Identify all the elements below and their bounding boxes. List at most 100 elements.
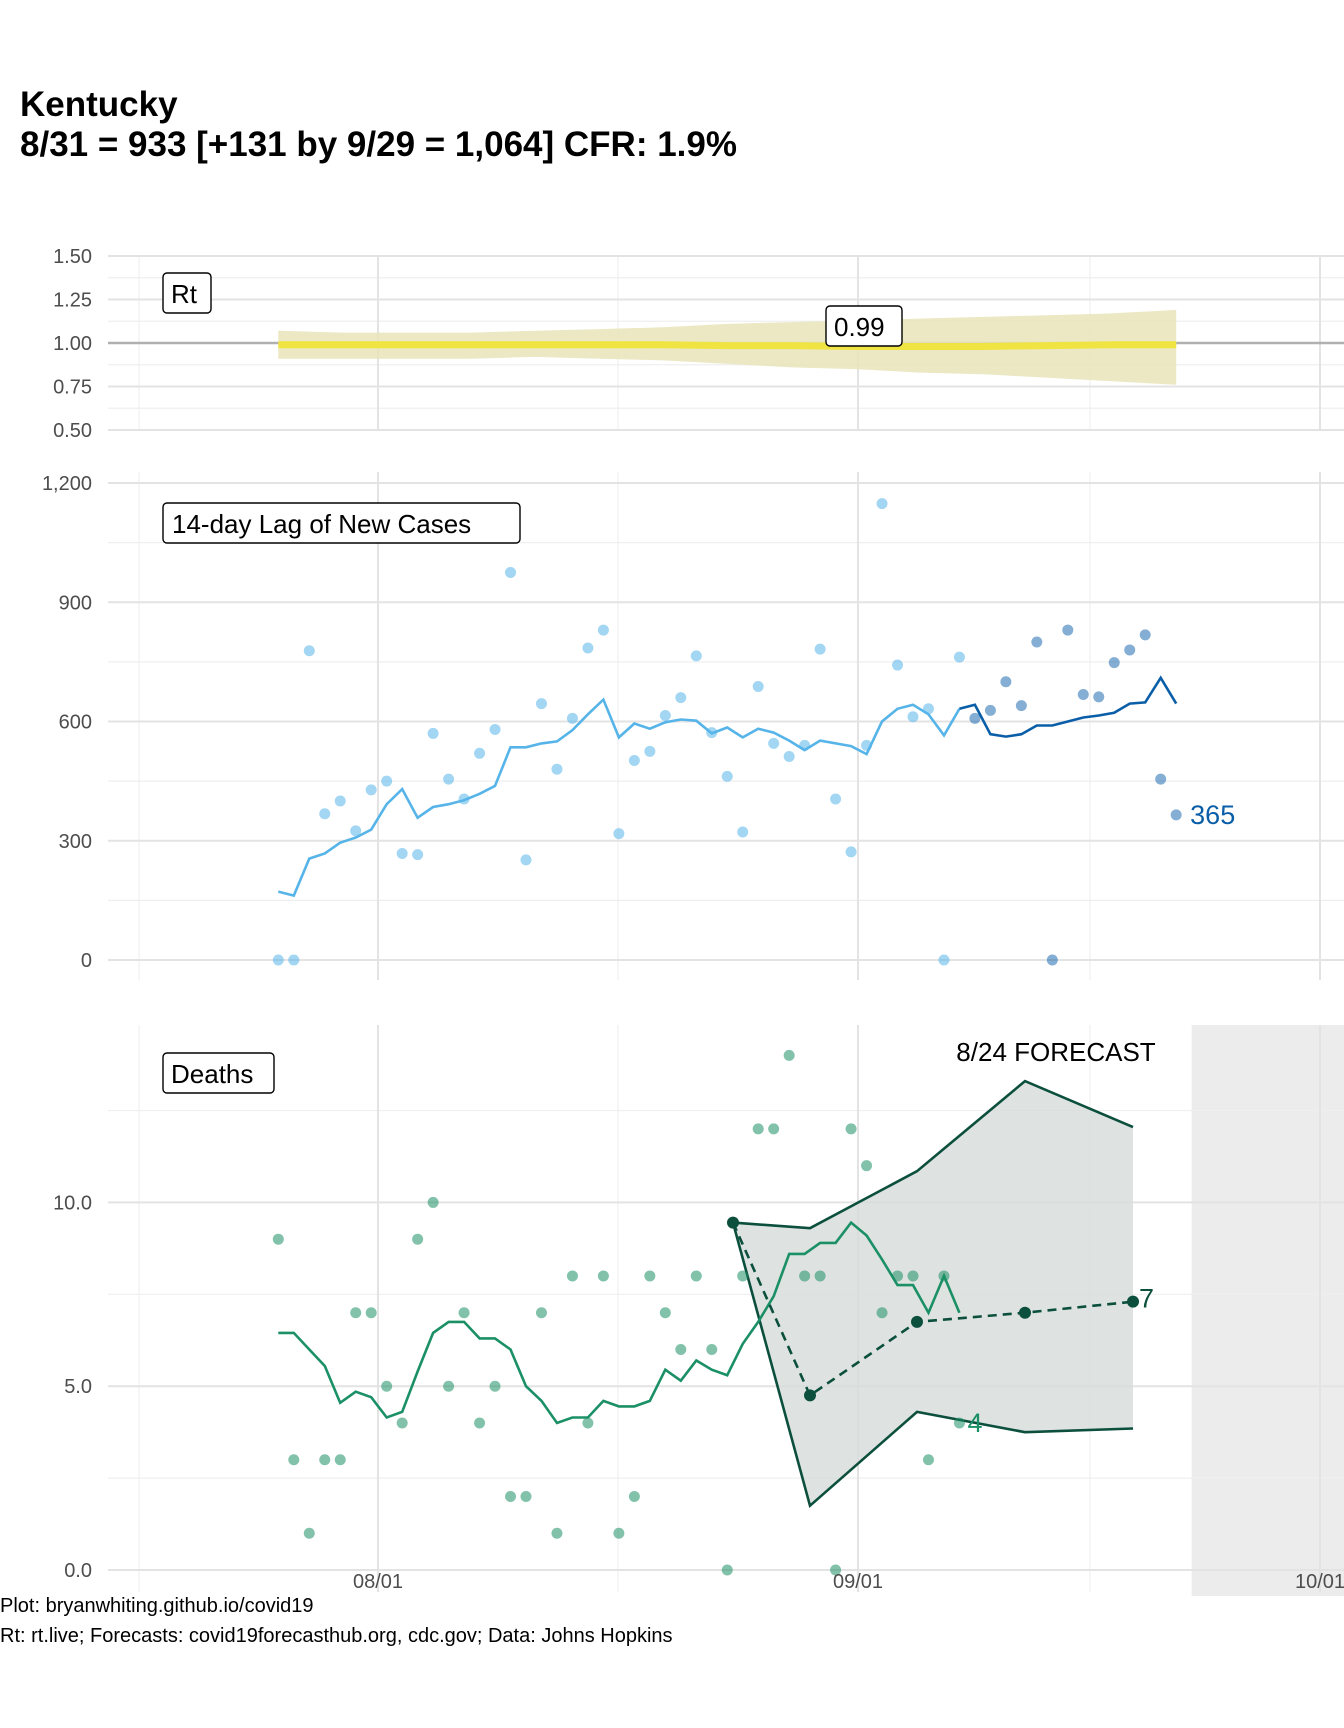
case-point (412, 849, 424, 861)
death-point (783, 1049, 795, 1061)
case-point (814, 643, 826, 655)
death-point (752, 1123, 764, 1135)
rt-panel-label: Rt (162, 272, 212, 314)
case-point (365, 784, 377, 796)
death-point (427, 1196, 439, 1208)
case-point (675, 692, 687, 704)
deaths-points (272, 1049, 965, 1576)
x-axis: 08/01 09/01 10/01 (353, 1571, 1344, 1593)
rt-y-axis: 1.50 1.25 1.00 0.75 0.50 (53, 246, 92, 442)
y-tick-label: 0.75 (53, 377, 92, 399)
chart-title: Kentucky (20, 85, 178, 124)
death-point (706, 1343, 718, 1355)
case-point (721, 770, 733, 782)
x-tick-label: 09/01 (833, 1571, 883, 1593)
case-point (752, 681, 764, 693)
death-point (861, 1160, 873, 1172)
death-point (675, 1343, 687, 1355)
death-point (288, 1454, 300, 1466)
death-point (845, 1123, 857, 1135)
death-point (272, 1233, 284, 1245)
death-point (922, 1454, 934, 1466)
death-point (365, 1307, 377, 1319)
case-point (922, 703, 934, 715)
y-tick-label: 0.50 (53, 420, 92, 442)
case-point (443, 773, 455, 785)
case-point (737, 826, 749, 838)
case-point (1062, 624, 1074, 636)
case-point (768, 737, 780, 749)
case-point (613, 828, 625, 840)
cases-grid (108, 472, 1344, 980)
case-point (799, 739, 811, 751)
caption-data-sources: Rt: rt.live; Forecasts: covid19forecasth… (0, 1625, 673, 1647)
case-point (659, 710, 671, 722)
case-point (1124, 644, 1136, 656)
death-point (597, 1270, 609, 1282)
deaths-end-label: 4 (967, 1408, 982, 1438)
case-point (969, 712, 981, 724)
death-point (628, 1490, 640, 1502)
death-point (814, 1270, 826, 1282)
case-point (628, 754, 640, 766)
case-point (938, 954, 950, 966)
death-point (737, 1270, 749, 1282)
case-point (427, 727, 439, 739)
death-point (768, 1123, 780, 1135)
rt-panel: 1.50 1.25 1.00 0.75 0.50 Rt 0.99 (53, 246, 1344, 442)
case-point (892, 659, 904, 671)
case-point (489, 723, 501, 735)
case-point (783, 750, 795, 762)
death-point (334, 1454, 346, 1466)
death-point (644, 1270, 656, 1282)
death-point (659, 1307, 671, 1319)
cases-points (272, 498, 1182, 966)
case-point (1015, 700, 1027, 712)
case-point (1170, 809, 1182, 821)
death-point (721, 1564, 733, 1576)
deaths-grid (108, 1025, 1344, 1592)
x-tick-label: 10/01 (1295, 1571, 1344, 1593)
case-point (288, 954, 300, 966)
case-point (1077, 688, 1089, 700)
forecast-point (1019, 1306, 1031, 1319)
case-point (1155, 773, 1167, 785)
y-tick-label: 0.0 (64, 1560, 92, 1582)
case-point (1093, 691, 1105, 703)
case-point (1000, 676, 1012, 688)
deaths-rolling-line (278, 1220, 961, 1425)
forecast-window (1191, 1025, 1344, 1596)
case-point (861, 739, 873, 751)
death-point (489, 1380, 501, 1392)
death-point (443, 1380, 455, 1392)
death-point (535, 1307, 547, 1319)
y-tick-label: 1.50 (53, 246, 92, 268)
death-point (319, 1454, 331, 1466)
forecast-interval-band (733, 1081, 1133, 1506)
svg-text:Rt: Rt (171, 279, 198, 309)
case-point (396, 847, 408, 859)
caption-plot-source: Plot: bryanwhiting.github.io/covid19 (0, 1595, 314, 1617)
y-tick-label: 0 (81, 950, 92, 972)
death-point (303, 1527, 315, 1539)
death-point (566, 1270, 578, 1282)
y-tick-label: 10.0 (53, 1192, 92, 1214)
death-point (907, 1270, 919, 1282)
case-point (535, 698, 547, 710)
svg-text:14-day Lag of New Cases: 14-day Lag of New Cases (172, 509, 471, 539)
death-point (953, 1417, 965, 1429)
death-point (551, 1527, 563, 1539)
case-point (830, 793, 842, 805)
death-point (876, 1307, 888, 1319)
case-point (953, 651, 965, 663)
case-point (876, 498, 888, 510)
forecast-point (1127, 1295, 1139, 1308)
forecast-point (727, 1216, 739, 1229)
case-point (706, 727, 718, 739)
deaths-panel: 10.0 5.0 0.0 8/24 FORECAST Deaths 4 7 (53, 1025, 1344, 1596)
svg-text:0.99: 0.99 (834, 312, 885, 342)
death-point (396, 1417, 408, 1429)
deaths-y-axis: 10.0 5.0 0.0 (53, 1192, 92, 1582)
